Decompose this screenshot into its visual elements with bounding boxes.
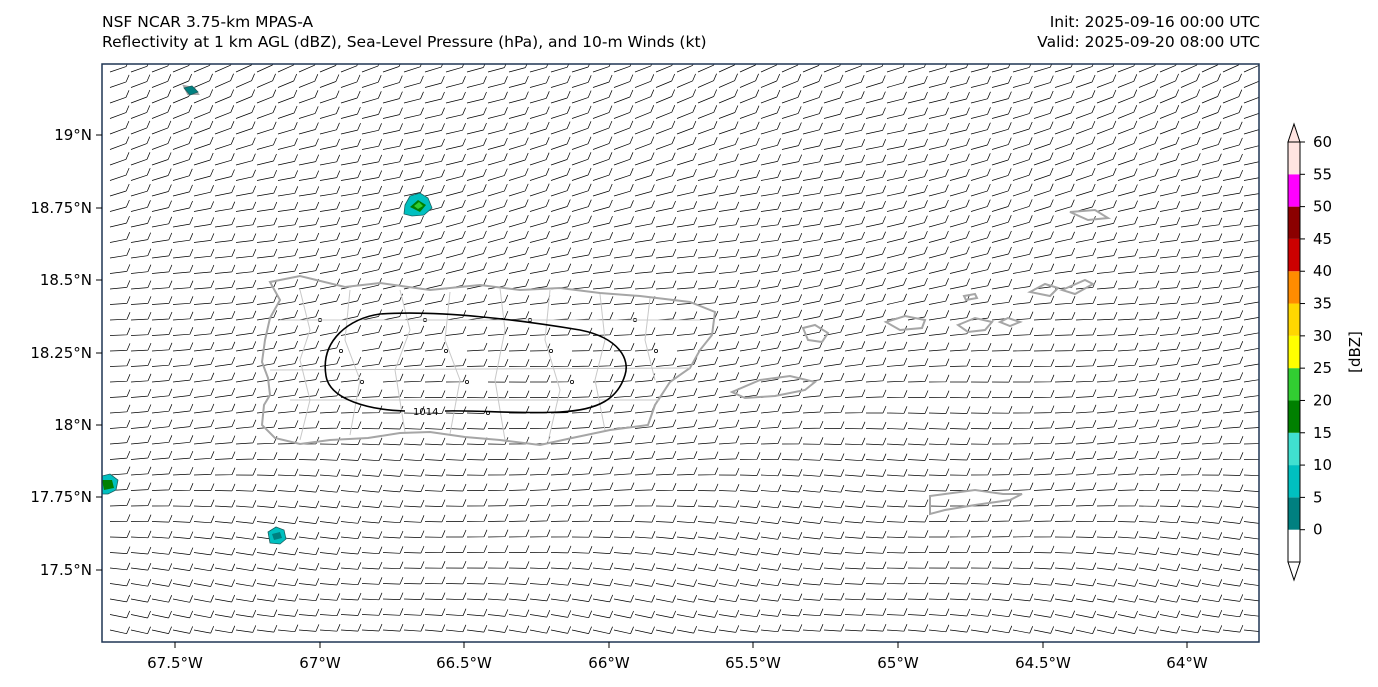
map-plot-area [102,64,1259,642]
lat-tick-19: 19°N [54,126,92,144]
calm-wind-marker [443,348,448,353]
desecheo-coast [962,292,979,302]
st-croix-coast [929,488,1023,516]
lon-tick-66-5: 66.5°W [436,654,492,672]
colorbar-tick-label: 45 [1313,230,1332,248]
virgin-gorda-coast [1027,282,1060,298]
lon-tick-66: 66°W [588,654,630,672]
model-title: NSF NCAR 3.75-km MPAS-A [102,13,314,31]
vieques-coast [729,374,818,400]
calm-wind-marker [359,379,364,384]
colorbar-tick-label: 5 [1313,488,1323,506]
colorbar-segments [1288,142,1300,562]
st-john-coast [955,316,994,334]
lon-tick-67: 67°W [299,654,341,672]
lon-axis: 67.5°W 67°W 66.5°W 66°W 65.5°W 65°W 64.5… [147,642,1208,672]
municipal-borders [269,287,700,443]
colorbar-segment [1288,271,1300,304]
calm-wind-marker [654,348,659,353]
reflectivity-blobs [102,85,433,545]
lon-tick-64: 64°W [1166,654,1208,672]
colorbar-segment [1288,206,1300,239]
st-thomas-coast [883,314,927,332]
fields-title: Reflectivity at 1 km AGL (dBZ), Sea-Leve… [102,33,707,51]
valid-time: Valid: 2025-09-20 08:00 UTC [1037,33,1260,51]
colorbar-segment [1288,400,1300,433]
lat-tick-18-25: 18.25°N [30,344,92,362]
colorbar-ticks: 0 5 10 15 20 25 30 35 40 45 50 55 60 [1300,133,1332,539]
colorbar-segment [1288,174,1300,207]
title-right: Init: 2025-09-16 00:00 UTC Valid: 2025-0… [1037,12,1260,52]
colorbar-segment [1288,142,1300,175]
calm-wind-marker [338,348,343,353]
colorbar-tick-label: 35 [1313,295,1332,313]
colorbar: 0 5 10 15 20 25 30 35 40 45 50 55 60 [dBZ] [1287,122,1364,582]
calm-wind-marker [464,379,469,384]
colorbar-tick-label: 10 [1313,456,1332,474]
lat-axis: 19°N 18.75°N 18.5°N 18.25°N 18°N 17.75°N… [30,126,102,579]
colorbar-tick-label: 55 [1313,165,1332,183]
colorbar-segment [1288,335,1300,369]
title-left: NSF NCAR 3.75-km MPAS-A Reflectivity at … [102,12,707,52]
calm-wind-marker [570,379,575,384]
colorbar-tick-label: 50 [1313,198,1332,216]
colorbar-tick-label: 20 [1313,391,1332,409]
lat-tick-18: 18°N [54,416,92,434]
colorbar-outline [1287,141,1301,563]
lat-tick-17-75: 17.75°N [30,488,92,506]
colorbar-label: [dBZ] [1346,331,1364,373]
colorbar-segment [1288,432,1300,466]
lon-tick-65: 65°W [877,654,919,672]
culebra-coast [801,323,830,344]
lat-tick-18-5: 18.5°N [40,271,92,289]
colorbar-max-arrow [1287,122,1301,143]
tortola-coast [997,316,1023,328]
isobar-1014 [324,312,627,414]
colorbar-segment [1288,238,1300,272]
lon-tick-64-5: 64.5°W [1015,654,1071,672]
lon-tick-67-5: 67.5°W [147,654,203,672]
colorbar-tick-label: 25 [1313,359,1332,377]
puerto-rico-coast [260,274,717,447]
colorbar-segment [1288,529,1300,562]
lon-tick-65-5: 65.5°W [725,654,781,672]
reflectivity-cell-mona [183,85,199,96]
calm-wind-marker [549,348,554,353]
colorbar-segment [1288,465,1300,498]
colorbar-segment [1288,497,1300,530]
sombrero-reef-coast [1069,208,1112,222]
colorbar-min-arrow [1287,561,1301,582]
colorbar-segment [1288,368,1300,401]
isobar-label: 1014 [413,407,438,418]
colorbar-tick-label: 40 [1313,262,1332,280]
init-time: Init: 2025-09-16 00:00 UTC [1049,13,1260,31]
colorbar-tick-label: 30 [1313,327,1332,345]
anegada-coast [1059,278,1096,296]
colorbar-segment [1288,303,1300,336]
lat-tick-18-75: 18.75°N [30,199,92,217]
colorbar-tick-label: 15 [1313,424,1332,442]
coastlines [182,84,1112,516]
lat-tick-17-5: 17.5°N [40,561,92,579]
colorbar-tick-label: 60 [1313,133,1332,151]
colorbar-tick-label: 0 [1313,521,1323,539]
